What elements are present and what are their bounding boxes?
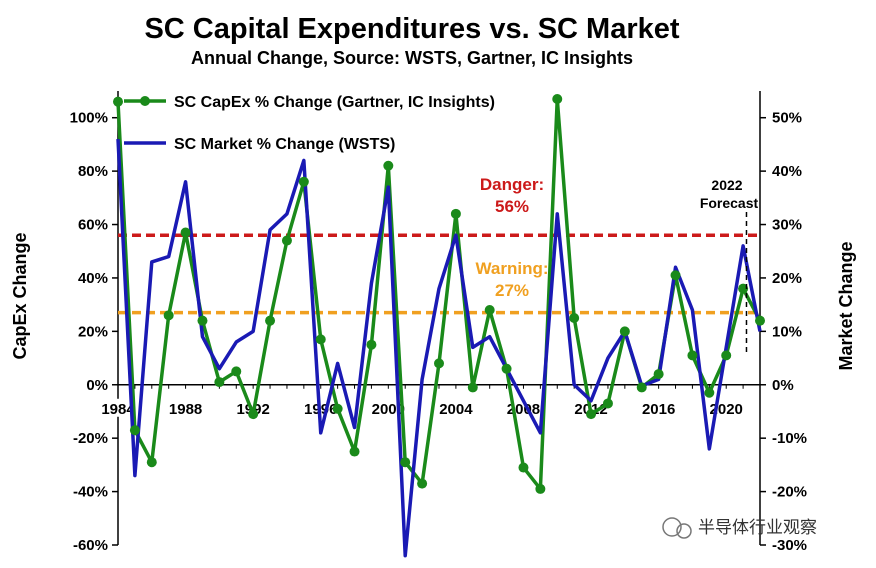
y-tick-label: 0%	[86, 377, 108, 394]
capex-point	[636, 382, 647, 393]
y-tick-label: 60%	[78, 217, 108, 234]
capex-point	[535, 483, 546, 494]
chart-title: SC Capital Expenditures vs. SC Market	[144, 13, 679, 45]
capex-point	[163, 310, 174, 321]
capex-point	[450, 208, 461, 219]
forecast-label-text: Forecast	[700, 195, 759, 211]
capex-point	[231, 366, 242, 377]
capex-point	[586, 409, 597, 420]
x-tick-label: 2016	[642, 401, 675, 418]
series-group	[113, 94, 765, 558]
watermark: 半导体行业观察	[662, 517, 817, 539]
forecast-label-year: 2022	[711, 177, 742, 193]
y-tick-label: -20%	[73, 430, 108, 447]
capex-point	[484, 304, 495, 315]
capex-point	[113, 96, 123, 107]
x-tick-label-bg	[97, 398, 139, 417]
capex-point	[687, 350, 698, 361]
legend-market-label: SC Market % Change (WSTS)	[174, 136, 395, 153]
capex-point	[704, 387, 715, 398]
legend-capex-marker	[140, 96, 150, 106]
capex-point	[129, 425, 140, 436]
y2-axis-label: Market Change	[836, 241, 856, 370]
y-tick-label: 20%	[78, 323, 108, 340]
y-tick-label: 40%	[78, 270, 108, 287]
capex-point	[518, 462, 529, 473]
reference-value: 56%	[495, 197, 529, 216]
capex-point	[501, 363, 512, 374]
y2-tick-label: 20%	[772, 270, 802, 287]
y2-tick-label: -20%	[772, 484, 807, 501]
reference-label: Danger:	[480, 175, 544, 194]
capex-point	[670, 270, 681, 281]
capex-point	[569, 313, 580, 323]
capex-point	[552, 94, 563, 105]
capex-point	[619, 326, 630, 337]
x-tick-label-bg	[164, 398, 207, 417]
legend: SC CapEx % Change (Gartner, IC Insights)…	[124, 94, 495, 153]
reference-value: 27%	[495, 281, 529, 300]
reference-label: Warning:	[475, 259, 548, 278]
capex-point	[383, 160, 394, 171]
capex-point	[146, 457, 157, 468]
y2-tick-label: 10%	[772, 323, 802, 340]
y-tick-label: -40%	[73, 484, 108, 501]
capex-point	[214, 377, 225, 388]
capex-point	[366, 339, 377, 350]
capex-point	[332, 403, 343, 414]
capex-point	[417, 478, 428, 489]
forecast-annotation: 2022 Forecast	[700, 177, 759, 353]
capex-point	[197, 315, 208, 326]
y-axis-label: CapEx Change	[10, 232, 30, 359]
capex-point	[653, 369, 664, 380]
capex-point	[738, 283, 749, 294]
y2-tick-label: 0%	[772, 377, 794, 394]
x-tick-label: 1988	[169, 401, 202, 418]
capex-point	[180, 227, 191, 238]
x-tick-label-bg	[637, 398, 680, 417]
capex-point	[281, 235, 292, 246]
capex-point	[298, 176, 309, 187]
chart-subtitle: Annual Change, Source: WSTS, Gartner, IC…	[191, 48, 633, 68]
watermark-text: 半导体行业观察	[698, 518, 817, 538]
x-tick-label-bg	[434, 398, 477, 417]
y2-tick-label: -10%	[772, 430, 807, 447]
y2-tick-label: 50%	[772, 110, 802, 127]
capex-point	[602, 398, 613, 409]
x-tick-label: 1984	[101, 401, 135, 418]
capex-point	[755, 315, 765, 326]
x-tick-label: 2004	[439, 401, 473, 418]
capex-point	[349, 446, 360, 457]
y2-tick-label: 30%	[772, 217, 802, 234]
capex-point	[265, 315, 276, 326]
y2-tick-label: 40%	[772, 163, 802, 180]
y-tick-label: 80%	[78, 163, 108, 180]
capex-point	[721, 350, 732, 361]
capex-point	[467, 382, 478, 393]
capex-point	[434, 358, 444, 369]
y2-tick-label: -30%	[772, 537, 807, 554]
axes: -60% -40% -20% 0% 20% 40% 60% 80% 100% -30% -20% -1…	[70, 91, 807, 554]
wechat-icon-bubble	[676, 523, 692, 539]
y-tick-label: -60%	[73, 537, 108, 554]
wechat-icon	[662, 517, 682, 537]
reference-lines: Danger: 56% Warning: 27%	[118, 175, 760, 315]
y-tick-label: 100%	[70, 110, 108, 127]
capex-point	[248, 409, 259, 420]
capex-point	[315, 334, 326, 345]
legend-capex-label: SC CapEx % Change (Gartner, IC Insights)	[174, 94, 495, 111]
capex-point	[400, 457, 411, 468]
series-line-market	[116, 138, 762, 558]
